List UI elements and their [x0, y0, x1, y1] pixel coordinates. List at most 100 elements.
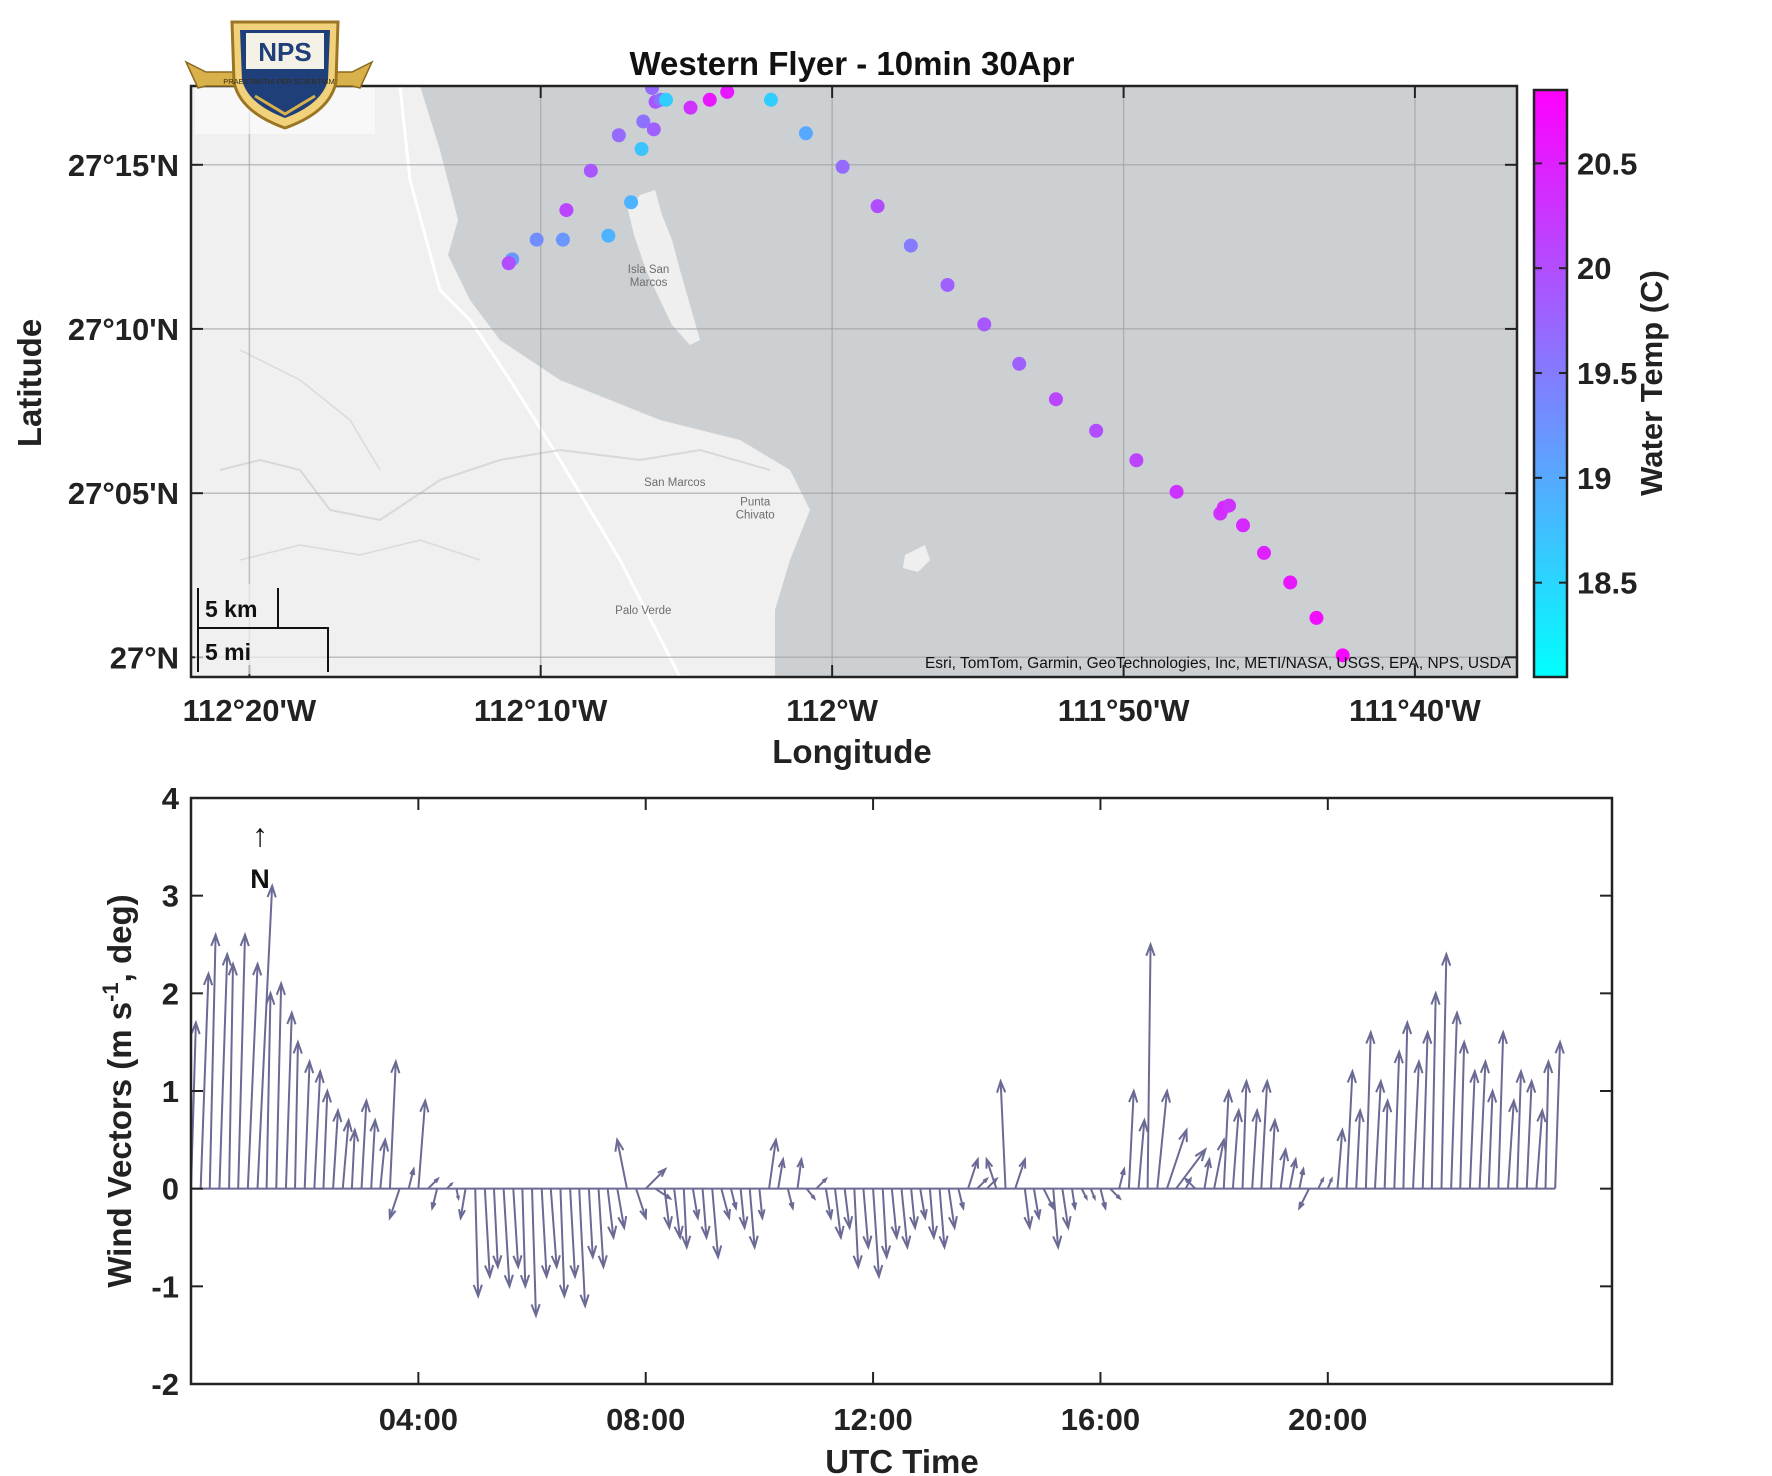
- wind-vector: [711, 1188, 723, 1260]
- wind-vector-head: [519, 1274, 531, 1290]
- data-points: [501, 86, 1350, 663]
- wind-vector: [614, 1136, 628, 1189]
- place-label: Punta Chivato: [736, 497, 775, 522]
- map-data-point: [903, 238, 918, 253]
- wind-vector-head: [409, 1166, 416, 1176]
- wind-vector-shaft: [407, 1168, 415, 1189]
- wind-vector: [1071, 1188, 1078, 1212]
- wind-vector: [1525, 1078, 1537, 1189]
- wind-vector: [1297, 1188, 1310, 1211]
- wind-vector-shaft: [1554, 1042, 1562, 1189]
- wind-vector-head: [1261, 1078, 1272, 1094]
- wind-vector-head: [1240, 1078, 1252, 1093]
- wind-vector-shaft: [597, 1188, 605, 1267]
- wind-vector-shaft: [1269, 1120, 1276, 1189]
- wind-vector: [321, 1088, 332, 1189]
- map-data-point: [1129, 453, 1144, 468]
- wind-vector-shaft: [388, 1061, 397, 1189]
- wind-vector-shaft: [1450, 1012, 1459, 1189]
- wind-vector-shaft: [199, 973, 210, 1189]
- wind-vector-shaft: [1251, 1110, 1259, 1189]
- wind-vector-head: [252, 961, 263, 976]
- wind-vector: [1506, 1097, 1519, 1189]
- map-x-tick-label: 112°10'W: [474, 693, 608, 728]
- wind-vector-shaft: [786, 1188, 794, 1209]
- wind-vector: [1109, 1187, 1122, 1201]
- map-data-point: [659, 92, 674, 107]
- wind-vector-shaft: [999, 1081, 1007, 1189]
- wind-vector: [388, 1058, 401, 1189]
- wind-vector: [1317, 1176, 1325, 1190]
- wind-vector: [1231, 1107, 1243, 1189]
- wind-vector: [967, 1156, 980, 1189]
- wind-vector-shaft: [1298, 1168, 1305, 1189]
- wind-vector-head: [1319, 1176, 1325, 1183]
- wind-vector: [1042, 1188, 1055, 1211]
- wind-vector-head: [1401, 1019, 1413, 1035]
- map-data-point: [1222, 498, 1237, 513]
- wind-vector-shaft: [350, 1130, 356, 1189]
- wind-vector-shaft: [1175, 1148, 1207, 1190]
- wind-vector-shaft: [1165, 1129, 1188, 1189]
- wind-vector-shaft: [682, 1188, 688, 1248]
- wind-vector: [1393, 1049, 1404, 1189]
- wind-vector-head: [834, 1225, 845, 1241]
- map-data-point: [977, 317, 992, 332]
- wind-vector: [1175, 1147, 1208, 1190]
- wind-vector-shaft: [502, 1188, 511, 1287]
- wind-vector: [1412, 1058, 1424, 1189]
- wind-vector: [900, 1188, 912, 1251]
- wind-vector-head: [266, 882, 277, 898]
- wind-vector-shaft: [635, 1188, 647, 1219]
- wind-vector-head: [681, 1235, 692, 1251]
- wind-vector-head: [1091, 1195, 1096, 1202]
- wind-vector: [1364, 1029, 1376, 1189]
- wind-vector-head: [286, 1009, 297, 1025]
- wind-vector: [663, 1188, 673, 1231]
- wind-vector-shaft: [673, 1188, 681, 1238]
- wind-vector-head: [1223, 1088, 1234, 1103]
- wind-vector: [369, 1117, 380, 1189]
- wind-vector: [199, 970, 214, 1189]
- wind-vector-shaft: [474, 1188, 480, 1297]
- wind-vector: [1089, 1188, 1096, 1202]
- wind-vector-head: [1232, 1107, 1243, 1123]
- wind-x-tick-label: 20:00: [1288, 1402, 1367, 1437]
- wind-vector-head: [1145, 941, 1156, 957]
- wind-vector-head: [985, 1156, 994, 1169]
- map-title: Western Flyer - 10min 30Apr: [629, 45, 1074, 82]
- wind-vector-shaft: [1127, 1090, 1135, 1189]
- map-x-tick-label: 111°40'W: [1349, 693, 1482, 728]
- wind-vector-head: [748, 1235, 759, 1251]
- wind-vector-head: [617, 1215, 628, 1231]
- wind-vector-head: [657, 1167, 668, 1178]
- colorbar-tick-label: 19: [1577, 461, 1611, 496]
- wind-vector-head: [569, 1264, 580, 1280]
- wind-vector: [578, 1188, 590, 1309]
- wind-vector-shaft: [1288, 1159, 1297, 1189]
- wind-vector-head: [455, 1195, 460, 1202]
- wind-vector: [1515, 1068, 1526, 1189]
- wind-vector-shaft: [1383, 1100, 1389, 1189]
- wind-vector-shaft: [758, 1188, 764, 1219]
- map-data-point: [583, 163, 598, 178]
- mainland: [191, 86, 810, 677]
- wind-vector-head: [1479, 1058, 1490, 1074]
- wind-vector: [1458, 1039, 1469, 1189]
- wind-vector: [654, 1187, 673, 1201]
- wind-vector-head: [810, 1194, 817, 1201]
- wind-vector-head: [1422, 1029, 1433, 1045]
- wind-vector-head: [579, 1294, 590, 1309]
- wind-vector-head: [342, 1117, 353, 1133]
- wind-vector-shaft: [275, 983, 283, 1189]
- wind-vector-head: [1451, 1009, 1462, 1025]
- wind-vector: [227, 961, 238, 1189]
- wind-vector: [616, 1188, 628, 1231]
- wind-vector-shaft: [1430, 993, 1437, 1189]
- wind-vector-shaft: [872, 1188, 880, 1277]
- wind-vector: [512, 1188, 523, 1270]
- colorbar-tick-label: 20: [1577, 251, 1611, 286]
- wind-vector: [1156, 1088, 1171, 1189]
- wind-vector-shaft: [1241, 1081, 1248, 1189]
- nps-logo: NPS PRAESTANTIA PER SCIENTIAM: [184, 20, 375, 134]
